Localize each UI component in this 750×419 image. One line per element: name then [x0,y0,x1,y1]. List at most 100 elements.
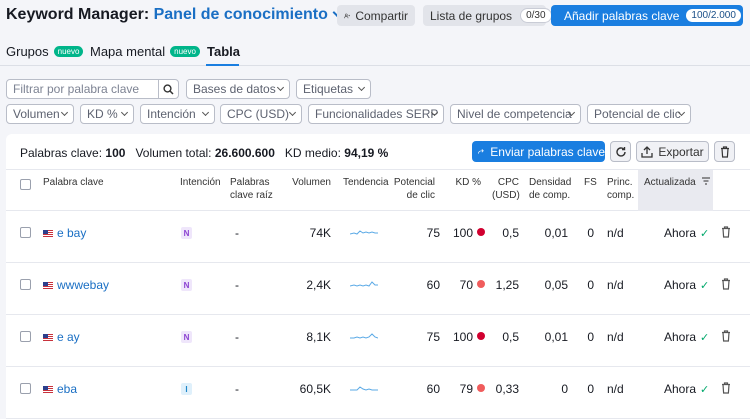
groups-list-button[interactable]: Lista de grupos 0/30 [423,5,552,26]
kd-dropdown[interactable]: KD % [80,104,134,124]
cpc-value: 0,5 [502,226,519,240]
top-competitors-value: n/d [607,330,624,344]
col-serp-features[interactable]: FS [584,177,597,188]
volume-value: 74K [309,226,331,240]
dropdown-label: Funcionalidades SERP [315,107,439,121]
keyword-link[interactable]: wwwebay [43,278,109,292]
page-title: Keyword Manager: Panel de conocimiento [6,6,343,24]
root-keywords-value: - [235,226,239,240]
keyword-link[interactable]: e ay [43,330,80,344]
delete-row-button[interactable] [721,226,731,241]
share-button[interactable]: Compartir [337,5,415,26]
search-button[interactable] [158,80,178,98]
row-checkbox[interactable] [20,279,31,290]
cpc-dropdown[interactable]: CPC (USD) [220,104,302,124]
click-potential-value: 60 [426,382,440,396]
trash-icon [722,278,730,290]
col-label: Actualizada [644,177,696,188]
kd-value: 70 [459,278,473,292]
intent-dropdown[interactable]: Intención [140,104,215,124]
col-updated[interactable]: Actualizada [644,176,711,189]
volume-value: 2,4K [306,278,331,292]
table-row: e bay N - 74K 75 100 0,5 0,01 0 n/d Ahora ✓ [6,211,750,263]
delete-row-button[interactable] [721,382,731,397]
active-tab-indicator [206,64,239,66]
updated-value: Ahora ✓ [664,226,709,240]
table-row: eba I - 60,5K 60 79 0,33 0 0 n/d Ahora ✓ [6,367,750,419]
add-keywords-button[interactable]: Añadir palabras clave 100/2.000 [551,5,743,26]
kd-value: 100 [452,330,473,344]
total-volume-value: 26.600.600 [214,146,275,160]
chevron-down-icon [357,83,366,92]
databases-dropdown[interactable]: Bases de datos [186,79,290,99]
updated-text: Ahora [664,382,697,396]
cpc-value: 0,5 [502,330,519,344]
click-potential-value: 75 [426,330,440,344]
table-row: e ay N - 8,1K 75 100 0,5 0,01 0 n/d Ahora ✓ [6,315,750,367]
kd-difficulty-dot [477,332,485,340]
row-checkbox[interactable] [20,331,31,342]
keyword-link[interactable]: eba [43,382,77,396]
search-icon [163,83,174,95]
send-keywords-button[interactable]: Enviar palabras clave [472,141,605,162]
col-root-keywords[interactable]: Palabras clave raíz [230,176,273,202]
keyword-link[interactable]: e bay [43,226,86,240]
delete-row-button[interactable] [721,278,731,293]
trash-icon [722,382,730,394]
summary-bar: Palabras clave: 100 Volumen total: 26.60… [20,146,388,160]
col-top-competitors[interactable]: Princ. comp. [607,176,634,202]
tab-mind-map[interactable]: Mapa mental nuevo [90,44,200,59]
col-trend[interactable]: Tendencia [343,177,389,188]
chevron-down-icon [288,108,297,117]
us-flag-icon [43,385,53,393]
col-competitive-density[interactable]: Densidad de comp. [529,176,571,202]
us-flag-icon [43,333,53,341]
click-potential-value: 75 [426,226,440,240]
dropdown-label: Intención [147,107,196,121]
keyword-filter-input[interactable] [7,80,159,98]
row-checkbox[interactable] [20,227,31,238]
delete-button[interactable] [714,141,735,162]
add-keywords-label: Añadir palabras clave [564,8,680,23]
check-icon: ✓ [700,280,710,292]
kd-value: 100 [452,226,473,240]
updated-value: Ahora ✓ [664,278,709,292]
dropdown-label: Volumen [13,107,60,121]
serp-features-value: 0 [587,382,594,396]
keywords-count-label: Palabras clave: [20,146,103,160]
col-intent[interactable]: Intención [180,177,221,188]
click-potential-dropdown[interactable]: Potencial de clic [587,104,691,124]
intent-badge: N [181,227,192,239]
root-keywords-value: - [235,330,239,344]
trend-sparkline [350,281,378,287]
intent-badge: I [181,383,192,395]
keyword-text: wwwebay [57,278,110,292]
volume-dropdown[interactable]: Volumen [6,104,74,124]
groups-count-badge: 0/30 [520,8,552,23]
project-dropdown[interactable]: Panel de conocimiento [154,6,343,23]
col-click-potential[interactable]: Potencial de clic [390,176,435,202]
delete-row-button[interactable] [721,330,731,345]
chevron-down-icon [276,83,285,92]
col-keyword[interactable]: Palabra clave [43,177,104,188]
col-label: (USD) [492,190,520,201]
tab-table[interactable]: Tabla [207,44,240,59]
tab-groups[interactable]: Grupos nuevo [6,44,84,59]
groups-label: Lista de grupos [430,8,513,23]
dropdown-label: Potencial de clic [594,107,681,121]
table-row: wwwebay N - 2,4K 60 70 1,25 0,05 0 n/d Ahora ✓ [6,263,750,315]
tab-label: Mapa mental [90,44,166,59]
select-all-checkbox[interactable] [20,179,31,190]
refresh-button[interactable] [610,141,631,162]
export-button[interactable]: Exportar [636,141,709,162]
competition-level-dropdown[interactable]: Nivel de competencia [450,104,581,124]
col-cpc[interactable]: CPC (USD) [492,176,520,202]
col-kd[interactable]: KD % [455,177,481,188]
tags-dropdown[interactable]: Etiquetas [296,79,371,99]
kd-difficulty-dot [477,228,485,236]
row-checkbox[interactable] [20,383,31,394]
col-volume[interactable]: Volumen [292,177,331,188]
serp-features-dropdown[interactable]: Funcionalidades SERP [308,104,444,124]
competitive-density-value: 0 [561,382,568,396]
send-keywords-label: Enviar palabras clave [490,144,605,159]
